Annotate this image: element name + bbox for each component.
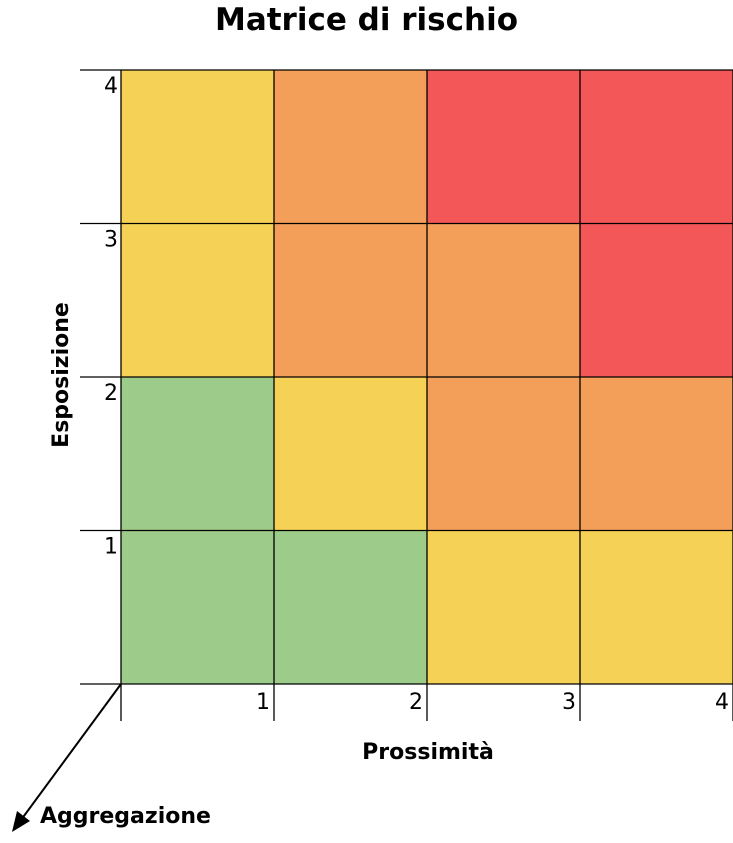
- matrix-cell-4-2: [580, 377, 733, 531]
- matrix-cells: [121, 70, 733, 684]
- z-axis-label: Aggregazione: [40, 804, 211, 829]
- matrix-cell-4-1: [580, 530, 733, 684]
- matrix-cell-4-4: [580, 70, 733, 224]
- matrix-cell-3-3: [427, 223, 580, 377]
- z-axis-arrow: [12, 683, 122, 832]
- x-tick-label: 1: [256, 690, 270, 715]
- z-axis-line: [20, 683, 122, 821]
- matrix-cell-2-4: [274, 70, 427, 224]
- matrix-cell-3-1: [427, 530, 580, 684]
- y-tick-label: 1: [104, 535, 118, 560]
- matrix-cell-2-1: [274, 530, 427, 684]
- matrix-cell-1-2: [121, 377, 274, 531]
- chart-title: Matrice di rischio: [214, 2, 519, 38]
- y-ticks: 1 2 3 4: [104, 74, 118, 560]
- matrix-cell-1-1: [121, 530, 274, 684]
- x-tick-label: 2: [409, 690, 423, 715]
- z-axis-arrowhead: [12, 811, 30, 832]
- x-axis-label: Prossimità: [362, 740, 494, 765]
- x-tick-label: 3: [562, 690, 576, 715]
- matrix-cell-4-3: [580, 223, 733, 377]
- matrix-cell-3-2: [427, 377, 580, 531]
- matrix-cell-2-3: [274, 223, 427, 377]
- x-tick-label: 4: [715, 690, 729, 715]
- y-tick-label: 4: [104, 74, 118, 99]
- y-tick-label: 2: [104, 381, 118, 406]
- matrix-cell-1-3: [121, 223, 274, 377]
- matrix-grid: [80, 69, 733, 721]
- y-tick-label: 3: [104, 228, 118, 253]
- matrix-cell-1-4: [121, 70, 274, 224]
- y-axis-label: Esposizione: [49, 302, 74, 448]
- matrix-cell-2-2: [274, 377, 427, 531]
- matrix-cell-3-4: [427, 70, 580, 224]
- x-ticks: 1 2 3 4: [256, 690, 729, 715]
